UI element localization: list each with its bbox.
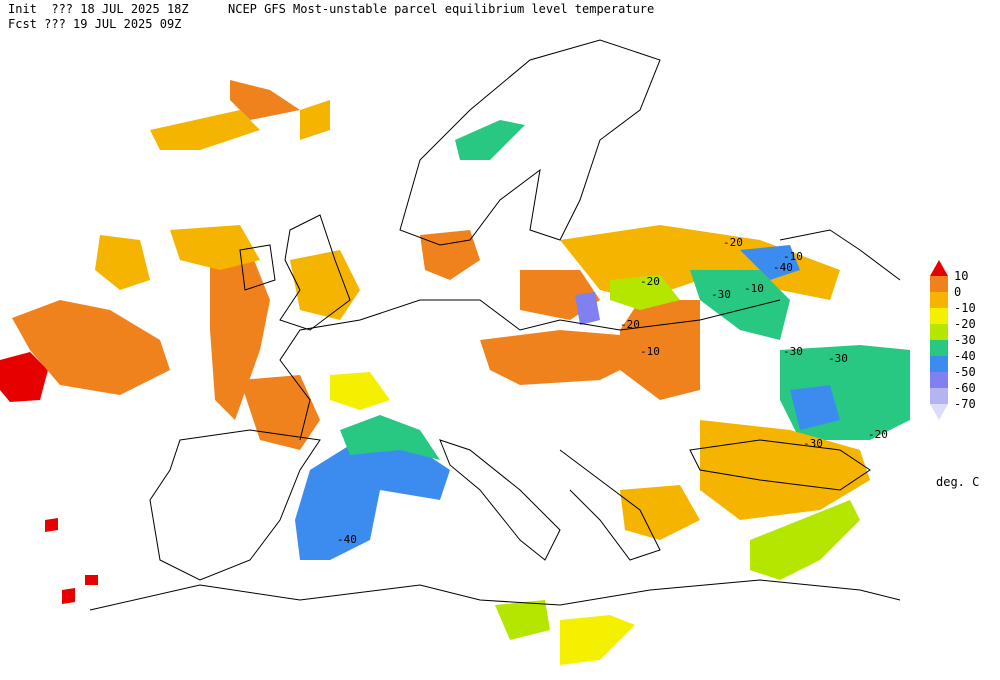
- shaded-area: [62, 588, 75, 604]
- contour-label: -30: [803, 437, 823, 450]
- coastline: [279, 299, 781, 441]
- legend-box: [930, 324, 948, 340]
- shaded-area: [610, 275, 680, 310]
- legend-label: 0: [954, 285, 961, 299]
- shaded-area: [300, 100, 330, 140]
- contour-label: -30: [711, 288, 731, 301]
- legend-label: -20: [954, 317, 976, 331]
- legend-label: -40: [954, 349, 976, 363]
- shaded-area: [455, 120, 525, 160]
- coastline: [89, 579, 901, 611]
- shaded-area: [750, 500, 860, 580]
- shaded-area: [295, 445, 450, 560]
- shaded-area: [340, 415, 440, 460]
- contour-label: -10: [640, 345, 660, 358]
- shaded-area: [480, 330, 640, 385]
- legend-box: [930, 340, 948, 356]
- forecast-time: Fcst ??? 19 JUL 2025 09Z: [8, 17, 181, 31]
- shaded-area: [95, 235, 150, 290]
- shaded-areas: [0, 80, 910, 665]
- coastline: [779, 229, 901, 281]
- legend-box: [930, 308, 948, 324]
- legend-label: -60: [954, 381, 976, 395]
- legend-triangle: [930, 404, 948, 420]
- shaded-area: [575, 292, 600, 325]
- coastline: [149, 429, 321, 581]
- shaded-area: [740, 245, 800, 280]
- coastline: [279, 214, 351, 331]
- shaded-area: [330, 372, 390, 410]
- shaded-area: [620, 485, 700, 540]
- shaded-area: [150, 110, 260, 150]
- init-time: Init ??? 18 JUL 2025 18Z: [8, 2, 189, 16]
- title: NCEP GFS Most-unstable parcel equilibriu…: [228, 2, 654, 16]
- legend-label: -70: [954, 397, 976, 411]
- coastlines: [89, 39, 901, 611]
- coastline: [559, 449, 661, 561]
- contour-label: -40: [337, 533, 357, 546]
- shaded-area: [230, 80, 300, 120]
- legend-triangle: [930, 260, 948, 276]
- legend-label: -30: [954, 333, 976, 347]
- shaded-area: [12, 300, 170, 395]
- contour-label: -30: [828, 352, 848, 365]
- legend-box: [930, 292, 948, 308]
- contour-label: -10: [744, 282, 764, 295]
- contour-labels: -20 -10 -40 -30 -10 -20 -20 -10 -30 -30 …: [337, 236, 888, 546]
- shaded-area: [170, 225, 260, 270]
- shaded-area: [45, 518, 58, 532]
- shaded-area: [0, 352, 48, 402]
- coastline: [399, 39, 661, 246]
- legend-box: [930, 388, 948, 404]
- contour-label: -20: [868, 428, 888, 441]
- legend-box: [930, 372, 948, 388]
- legend-box: [930, 276, 948, 292]
- legend: deg. C 10 0 -10 -20 -30 -40 -50 -60 -70: [930, 260, 979, 489]
- legend-units: deg. C: [936, 475, 979, 489]
- legend-label: -10: [954, 301, 976, 315]
- shaded-area: [210, 250, 270, 420]
- coastline: [239, 244, 276, 291]
- contour-label: -20: [640, 275, 660, 288]
- legend-label: 10: [954, 269, 968, 283]
- shaded-area: [620, 300, 700, 400]
- legend-label: -50: [954, 365, 976, 379]
- contour-label: -40: [773, 261, 793, 274]
- shaded-area: [700, 420, 870, 520]
- contour-label: -30: [783, 345, 803, 358]
- shaded-area: [560, 615, 635, 665]
- shaded-area: [495, 600, 550, 640]
- contour-label: -20: [620, 318, 640, 331]
- coastline: [689, 439, 871, 491]
- contour-label: -20: [723, 236, 743, 249]
- coastline: [439, 439, 561, 561]
- shaded-area: [790, 385, 840, 430]
- shaded-area: [420, 230, 480, 280]
- legend-box: [930, 356, 948, 372]
- contour-label: -10: [783, 250, 803, 263]
- shaded-area: [690, 270, 790, 340]
- shaded-area: [290, 250, 360, 320]
- shaded-area: [85, 575, 98, 585]
